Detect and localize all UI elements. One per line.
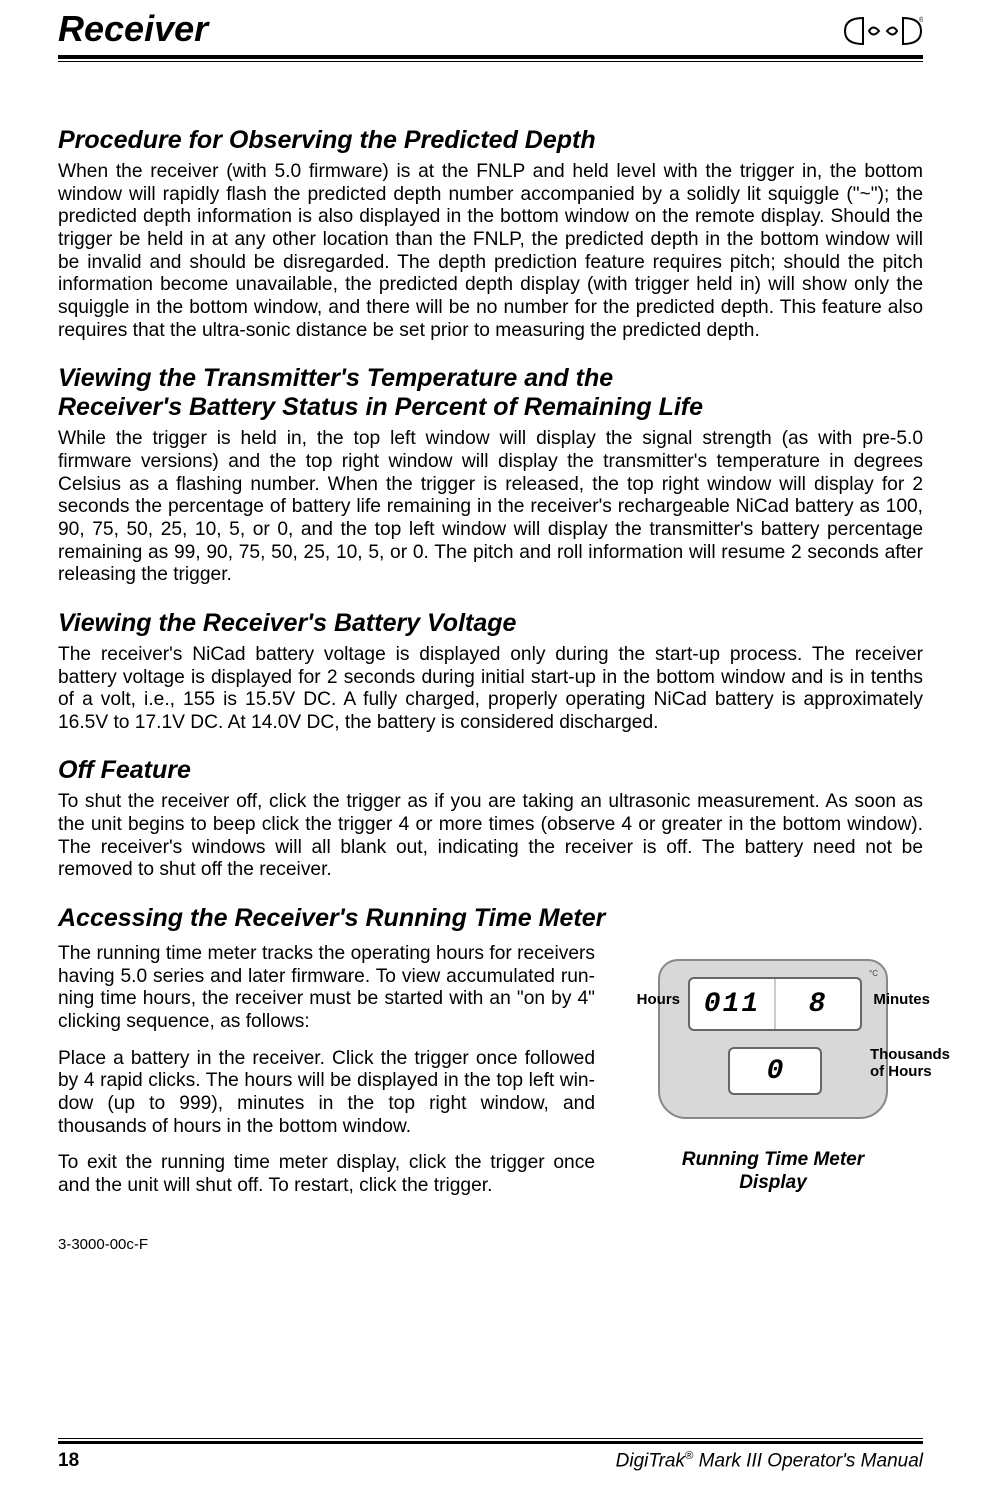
page-header: Receiver ® xyxy=(58,0,923,53)
header-rule-thick xyxy=(58,55,923,59)
footer-rule-thin xyxy=(58,1438,923,1439)
para-temp-battery: While the trigger is held in, the top le… xyxy=(58,428,923,587)
figure-caption-l2: Display xyxy=(739,1172,807,1193)
para-battery-voltage: The receiver's NiCad battery voltage is … xyxy=(58,644,923,735)
trademark-symbol: ® xyxy=(919,16,923,24)
section-heading-off-feature: Off Feature xyxy=(58,756,923,785)
section-heading-predicted-depth: Procedure for Observing the Predicted De… xyxy=(58,126,923,155)
heading-line-1: Viewing the Transmitter's Temperature an… xyxy=(58,364,613,392)
para-running-time-2: Place a battery in the receiver. Click t… xyxy=(58,1048,595,1139)
page-content: Procedure for Observing the Predicted De… xyxy=(58,126,923,1253)
running-time-text-col: The running time meter tracks the operat… xyxy=(58,939,595,1202)
footer-rule-thick xyxy=(58,1441,923,1444)
manual-prefix: DigiTrak xyxy=(616,1450,685,1471)
thousands-readout: 0 xyxy=(728,1047,822,1095)
device-top-screen: 011 8 xyxy=(688,977,862,1031)
section-heading-battery-voltage: Viewing the Receiver's Battery Voltage xyxy=(58,609,923,638)
callout-hours: Hours xyxy=(630,991,680,1008)
callout-minutes: Minutes xyxy=(873,991,930,1008)
para-predicted-depth: When the receiver (with 5.0 firmware) is… xyxy=(58,161,923,342)
manual-title: DigiTrak® Mark III Operator's Manual xyxy=(616,1450,923,1472)
figure-caption: Running Time Meter Display xyxy=(623,1149,923,1195)
page-footer: 18 DigiTrak® Mark III Operator's Manual xyxy=(58,1438,923,1472)
para-off-feature: To shut the receiver off, click the trig… xyxy=(58,791,923,882)
callout-thousands-l1: Thousands xyxy=(870,1046,950,1063)
dci-logo-icon: ® xyxy=(843,14,923,48)
figure-column: 011 8 0 °C Hours Minutes Thousands of Ho… xyxy=(623,939,923,1195)
running-time-row: The running time meter tracks the operat… xyxy=(58,939,923,1202)
callout-thousands: Thousands of Hours xyxy=(870,1047,950,1080)
section-heading-temp-battery: Viewing the Transmitter's Temperature an… xyxy=(58,364,923,422)
minutes-readout: 8 xyxy=(776,979,860,1029)
document-code: 3-3000-00c-F xyxy=(58,1236,923,1253)
hours-readout: 011 xyxy=(690,979,774,1029)
footer-row: 18 DigiTrak® Mark III Operator's Manual xyxy=(58,1450,923,1472)
page-number: 18 xyxy=(58,1450,79,1472)
heading-line-2: Receiver's Battery Status in Percent of … xyxy=(58,393,703,421)
section-heading-running-time: Accessing the Receiver's Running Time Me… xyxy=(58,904,923,933)
callout-thousands-l2: of Hours xyxy=(870,1063,932,1080)
header-rule-thin xyxy=(58,61,923,62)
page: Receiver ® Procedure for Observing the P… xyxy=(0,0,981,1496)
device-figure: 011 8 0 °C Hours Minutes Thousands of Ho… xyxy=(638,949,908,1139)
manual-suffix: Mark III Operator's Manual xyxy=(693,1450,923,1471)
para-running-time-1: The running time meter tracks the operat… xyxy=(58,943,595,1034)
header-title: Receiver xyxy=(58,8,208,50)
temp-unit-label: °C xyxy=(869,969,878,978)
brand-logo: ® xyxy=(843,8,923,53)
para-running-time-3: To exit the running time meter display, … xyxy=(58,1152,595,1197)
figure-caption-l1: Running Time Meter xyxy=(682,1149,864,1170)
